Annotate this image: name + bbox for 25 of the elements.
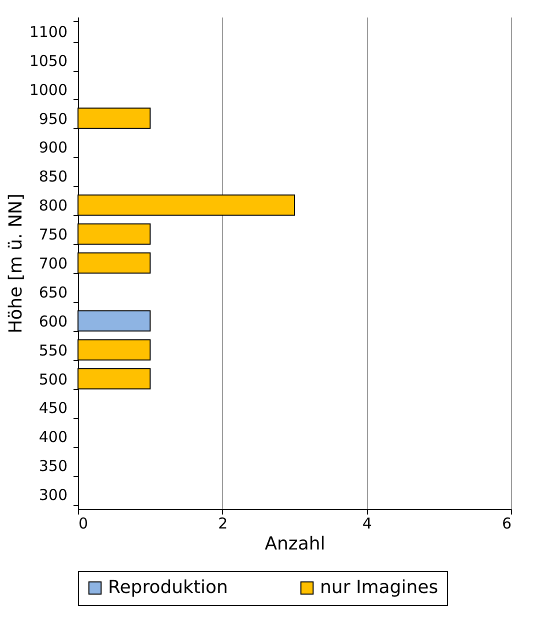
- x-tick-label: 2: [218, 514, 228, 532]
- y-tick-label: 350: [38, 457, 68, 476]
- y-tick-label: 600: [38, 312, 68, 330]
- y-tick-label: 300: [38, 486, 68, 504]
- x-axis-title: Anzahl: [264, 534, 326, 554]
- y-tick-label: 450: [38, 399, 68, 418]
- y-tick-label: 700: [38, 254, 68, 272]
- y-tick-label: 1000: [29, 80, 68, 99]
- y-tick-label: 800: [38, 196, 68, 215]
- y-tick-label: 750: [38, 226, 68, 244]
- legend-label: Reproduktion: [108, 577, 228, 598]
- y-tick-label: 1100: [29, 22, 68, 41]
- y-tick-label: 500: [38, 370, 68, 388]
- x-tick-label: 6: [502, 514, 512, 532]
- y-tick-label: 950: [38, 110, 68, 128]
- y-tick-label: 550: [38, 341, 68, 360]
- y-tick-label: 900: [38, 138, 68, 157]
- x-tick-label: 4: [362, 514, 372, 532]
- legend-label: nur Imagines: [320, 577, 438, 598]
- y-tick-label: 650: [38, 283, 68, 302]
- y-tick-label: 1050: [29, 52, 68, 70]
- y-axis-title: Höhe [m ü. NN]: [5, 194, 26, 334]
- y-tick-label: 400: [38, 428, 68, 446]
- x-tick-label: 0: [78, 514, 88, 532]
- y-tick-label: 850: [38, 168, 68, 186]
